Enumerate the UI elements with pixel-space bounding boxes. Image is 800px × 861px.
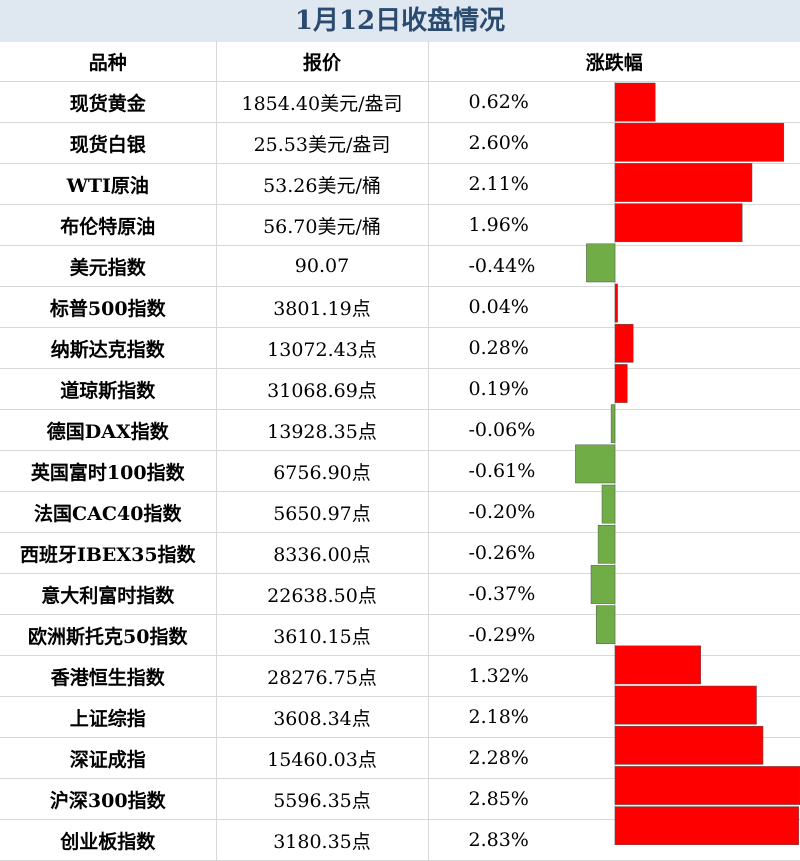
row-price: 22638.50点 (216, 573, 429, 615)
row-change: 2.11% (428, 163, 575, 205)
row-price: 8336.00点 (216, 532, 429, 574)
change-bar (575, 444, 616, 484)
row-bar-cell (575, 368, 800, 410)
row-name: 标普500指数 (0, 286, 217, 328)
row-name: 英国富时100指数 (0, 450, 217, 492)
row-price: 28276.75点 (216, 655, 429, 697)
row-name: 沪深300指数 (0, 778, 217, 820)
row-price: 31068.69点 (216, 368, 429, 410)
change-bar (614, 364, 628, 403)
row-price: 1854.40美元/盎司 (216, 81, 429, 123)
row-change: 2.28% (428, 737, 575, 779)
row-price: 90.07 (216, 245, 429, 287)
row-price: 5650.97点 (216, 491, 429, 533)
row-change: 1.96% (428, 204, 575, 246)
row-price: 5596.35点 (216, 778, 429, 820)
row-change: 0.19% (428, 368, 575, 410)
change-bar-chart (575, 82, 800, 845)
row-change: -0.37% (428, 573, 575, 615)
change-bar (614, 283, 618, 323)
row-price: 3608.34点 (216, 696, 429, 738)
row-name: 美元指数 (0, 245, 217, 287)
row-name: 法国CAC40指数 (0, 491, 217, 533)
quotes-table: 品种 报价 涨跌幅 现货黄金 1854.40美元/盎司 0.62% 现货白银 25.53… (0, 41, 800, 861)
row-name: 欧洲斯托克50指数 (0, 614, 217, 656)
change-bar (614, 203, 743, 243)
change-bar (590, 565, 616, 604)
row-change: -0.26% (428, 532, 575, 574)
change-bar (614, 685, 757, 725)
row-price: 13928.35点 (216, 409, 429, 451)
row-change: 0.04% (428, 286, 575, 328)
row-price: 6756.90点 (216, 450, 429, 492)
row-price: 25.53美元/盎司 (216, 122, 429, 164)
table-row: 纳斯达克指数 13072.43点 0.28% (0, 327, 800, 369)
header-change: 涨跌幅 (428, 41, 800, 82)
row-change: -0.61% (428, 450, 575, 492)
row-name: 道琼斯指数 (0, 368, 217, 410)
row-name: 上证综指 (0, 696, 217, 738)
change-bar (614, 82, 656, 122)
table-row: 英国富时100指数 6756.90点 -0.61% (0, 450, 800, 492)
change-bar (610, 404, 616, 444)
change-bar (614, 766, 800, 805)
change-bar (614, 323, 634, 363)
row-change: 2.60% (428, 122, 575, 164)
change-bar (614, 806, 799, 845)
row-price: 56.70美元/桶 (216, 204, 429, 246)
row-change: 0.62% (428, 81, 575, 123)
row-change: 2.83% (428, 819, 575, 861)
row-name: 创业板指数 (0, 819, 217, 861)
page-title: 1月12日收盘情况 (0, 0, 800, 42)
table-row: 法国CAC40指数 5650.97点 -0.20% (0, 491, 800, 533)
row-bar-cell (575, 286, 800, 328)
header-price: 报价 (216, 41, 429, 82)
row-price: 13072.43点 (216, 327, 429, 369)
change-bar (601, 484, 616, 524)
row-name: 现货黄金 (0, 81, 217, 123)
row-change: -0.20% (428, 491, 575, 533)
row-change: -0.44% (428, 245, 575, 287)
change-bar (597, 524, 616, 564)
row-name: 布伦特原油 (0, 204, 217, 246)
change-bar (595, 605, 616, 645)
row-change: 2.85% (428, 778, 575, 820)
row-name: 纳斯达克指数 (0, 327, 217, 369)
table-row: 标普500指数 3801.19点 0.04% (0, 286, 800, 328)
row-name: 深证成指 (0, 737, 217, 779)
row-name: 现货白银 (0, 122, 217, 164)
table-row: 德国DAX指数 13928.35点 -0.06% (0, 409, 800, 451)
change-bar (614, 645, 701, 685)
row-name: 香港恒生指数 (0, 655, 217, 697)
row-price: 3801.19点 (216, 286, 429, 328)
row-name: 德国DAX指数 (0, 409, 217, 451)
header-name: 品种 (0, 41, 217, 82)
row-name: 意大利富时指数 (0, 573, 217, 615)
change-bar (614, 163, 753, 202)
header-row: 品种 报价 涨跌幅 (0, 41, 800, 82)
row-change: 2.18% (428, 696, 575, 738)
row-bar-cell (575, 81, 800, 123)
row-name: WTI原油 (0, 163, 217, 205)
change-bar (586, 243, 616, 283)
table-row: 现货黄金 1854.40美元/盎司 0.62% (0, 81, 800, 123)
table-row: 道琼斯指数 31068.69点 0.19% (0, 368, 800, 410)
row-change: 0.28% (428, 327, 575, 369)
row-price: 15460.03点 (216, 737, 429, 779)
row-price: 3180.35点 (216, 819, 429, 861)
row-change: -0.06% (428, 409, 575, 451)
change-bar (614, 122, 785, 162)
row-change: 1.32% (428, 655, 575, 697)
row-change: -0.29% (428, 614, 575, 656)
row-name: 西班牙IBEX35指数 (0, 532, 217, 574)
row-price: 53.26美元/桶 (216, 163, 429, 205)
row-bar-cell (575, 327, 800, 369)
change-bar (614, 725, 764, 765)
row-price: 3610.15点 (216, 614, 429, 656)
